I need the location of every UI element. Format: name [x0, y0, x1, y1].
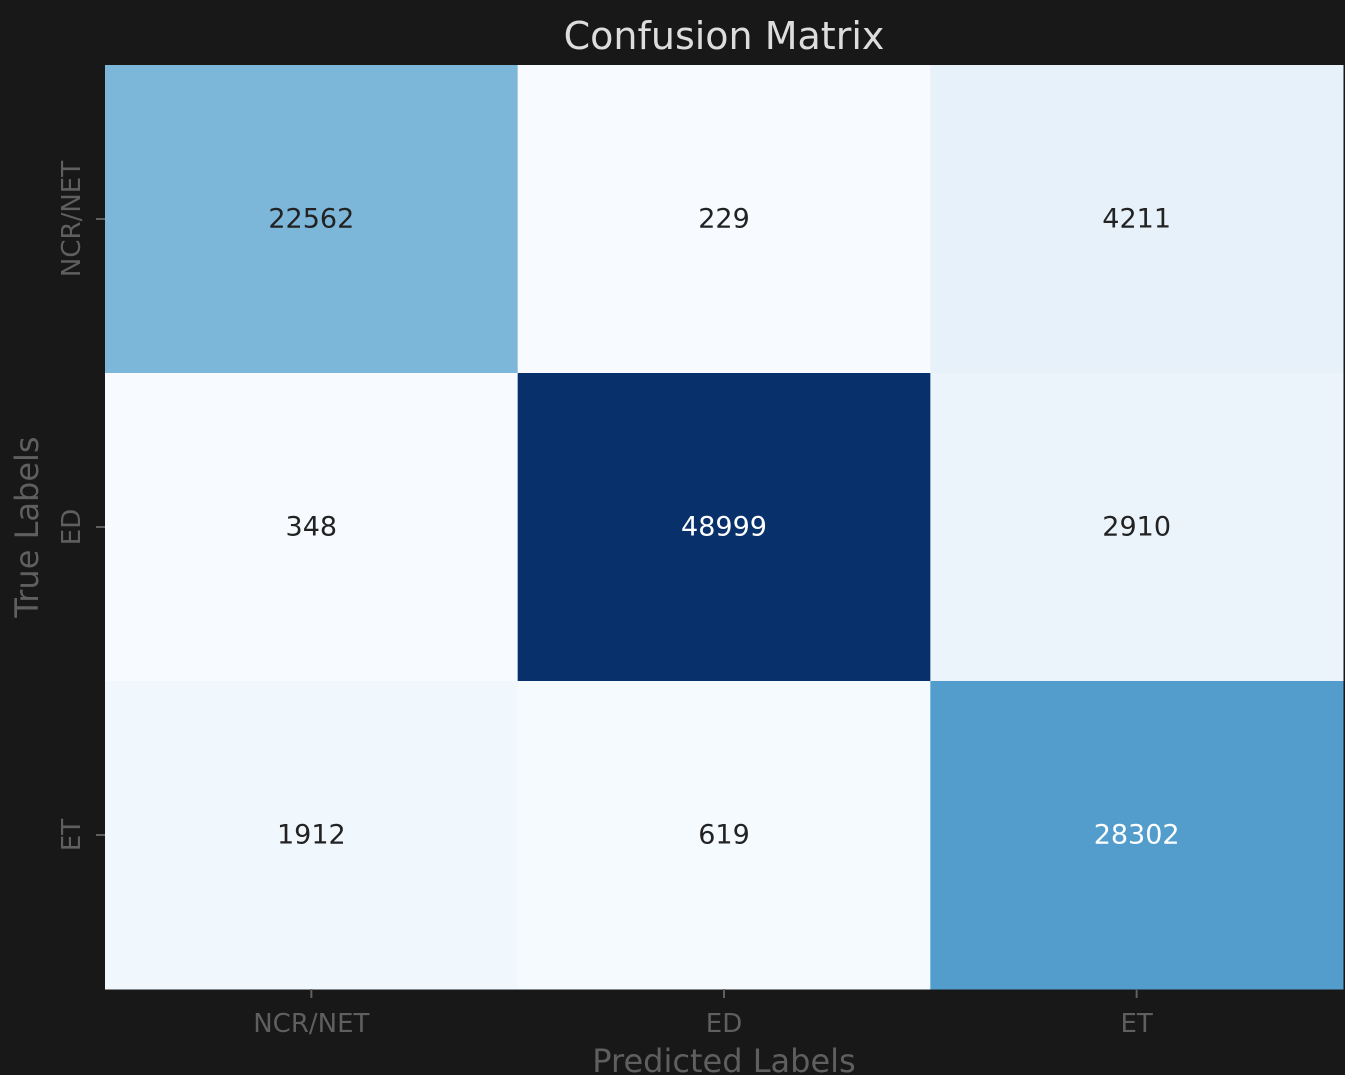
- y-tick-label-1: ED: [57, 509, 87, 545]
- cell-value-label-r1-c1: 48999: [681, 512, 767, 543]
- cell-value-label-r2-c1: 619: [698, 820, 750, 851]
- heatmap-cell-r1-c2: [930, 373, 1344, 682]
- heatmap-cell-r0-c0: [105, 65, 519, 374]
- heatmap-cell-r0-c1: [517, 65, 931, 374]
- x-axis-label: Predicted Labels: [592, 1042, 855, 1075]
- cell-value-label-r1-c0: 348: [286, 512, 338, 543]
- cell-value-label-r0-c0: 22562: [268, 204, 354, 235]
- chart-title: Confusion Matrix: [564, 14, 885, 58]
- heatmap-cell-r1-c1: [517, 373, 931, 682]
- x-tick-label-0: NCR/NET: [253, 1009, 369, 1039]
- heatmap-cell-r2-c2: [930, 681, 1344, 990]
- cell-value-label-r1-c2: 2910: [1102, 512, 1171, 543]
- x-axis-ticks: NCR/NET ED ET: [253, 989, 1153, 1039]
- heatmap-cell-r2-c1: [517, 681, 931, 990]
- heatmap-cells: 22562 229 4211 348 48999 2910 1912 619 28302: [105, 65, 1344, 990]
- y-tick-label-0: NCR/NET: [57, 161, 87, 277]
- y-axis-ticks: NCR/NET ED ET: [57, 161, 105, 851]
- x-tick-label-2: ET: [1121, 1009, 1153, 1039]
- heatmap-cell-r1-c0: [105, 373, 519, 682]
- cell-value-label-r0-c1: 229: [698, 204, 750, 235]
- heatmap-cell-r0-c2: [930, 65, 1344, 374]
- cell-value-label-r2-c2: 28302: [1094, 820, 1180, 851]
- cell-value-label-r2-c0: 1912: [277, 820, 346, 851]
- y-tick-label-2: ET: [57, 819, 87, 851]
- y-axis-label: True Labels: [8, 436, 46, 618]
- cell-value-label-r0-c2: 4211: [1102, 204, 1171, 235]
- heatmap-cell-r2-c0: [105, 681, 519, 990]
- x-tick-label-1: ED: [706, 1009, 742, 1039]
